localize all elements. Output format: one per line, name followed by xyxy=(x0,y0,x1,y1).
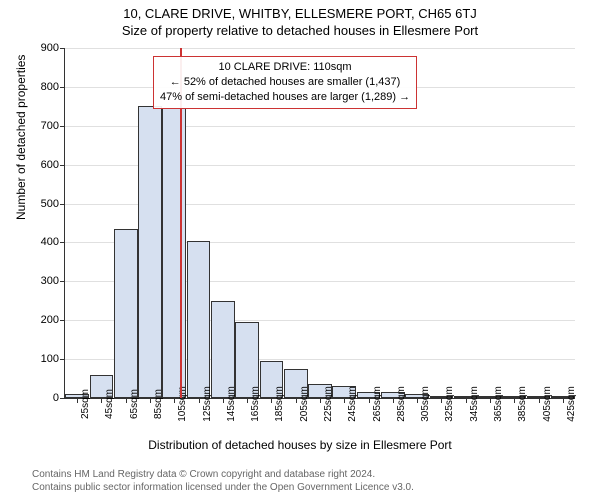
x-tick-mark xyxy=(150,398,151,403)
histogram-bar xyxy=(187,241,211,399)
y-tick-label: 600 xyxy=(41,159,59,171)
x-tick-mark xyxy=(393,398,394,403)
histogram-bar xyxy=(162,108,186,398)
x-tick-label: 385sqm xyxy=(517,386,528,422)
y-tick-label: 100 xyxy=(41,353,59,365)
y-tick-mark xyxy=(60,320,65,321)
histogram-bar xyxy=(211,301,235,398)
histogram-bar xyxy=(114,229,138,398)
y-tick-label: 400 xyxy=(41,236,59,248)
x-tick-label: 345sqm xyxy=(469,386,480,422)
x-tick-label: 305sqm xyxy=(420,386,431,422)
annotation-box: 10 CLARE DRIVE: 110sqm← 52% of detached … xyxy=(153,56,417,109)
x-tick-mark xyxy=(296,398,297,403)
title-line2: Size of property relative to detached ho… xyxy=(0,21,600,38)
chart-container: 10, CLARE DRIVE, WHITBY, ELLESMERE PORT,… xyxy=(0,0,600,500)
x-tick-mark xyxy=(126,398,127,403)
x-tick-label: 285sqm xyxy=(396,386,407,422)
histogram-bar xyxy=(138,106,162,398)
x-tick-mark xyxy=(539,398,540,403)
annotation-line1: 10 CLARE DRIVE: 110sqm xyxy=(160,60,410,75)
x-tick-mark xyxy=(344,398,345,403)
y-tick-mark xyxy=(60,242,65,243)
x-tick-mark xyxy=(563,398,564,403)
footer-attribution: Contains HM Land Registry data © Crown c… xyxy=(32,469,414,494)
annotation-line2: ← 52% of detached houses are smaller (1,… xyxy=(160,75,410,90)
annotation-line3: 47% of semi-detached houses are larger (… xyxy=(160,90,410,105)
x-tick-label: 405sqm xyxy=(542,386,553,422)
y-tick-mark xyxy=(60,204,65,205)
plot-area: 010020030040050060070080090025sqm45sqm65… xyxy=(64,48,575,399)
y-tick-mark xyxy=(60,48,65,49)
x-tick-mark xyxy=(223,398,224,403)
x-tick-mark xyxy=(271,398,272,403)
x-tick-mark xyxy=(77,398,78,403)
footer-line2: Contains public sector information licen… xyxy=(32,482,414,495)
y-tick-mark xyxy=(60,165,65,166)
x-axis-label: Distribution of detached houses by size … xyxy=(0,438,600,452)
x-tick-label: 425sqm xyxy=(566,386,577,422)
y-tick-label: 700 xyxy=(41,120,59,132)
x-tick-mark xyxy=(247,398,248,403)
gridline xyxy=(65,48,575,49)
x-tick-mark xyxy=(514,398,515,403)
x-tick-mark xyxy=(490,398,491,403)
y-tick-label: 900 xyxy=(41,42,59,54)
y-tick-mark xyxy=(60,281,65,282)
x-tick-mark xyxy=(199,398,200,403)
x-tick-mark xyxy=(441,398,442,403)
x-tick-mark xyxy=(101,398,102,403)
y-tick-label: 300 xyxy=(41,275,59,287)
y-tick-label: 200 xyxy=(41,314,59,326)
x-tick-label: 325sqm xyxy=(444,386,455,422)
x-tick-mark xyxy=(174,398,175,403)
y-tick-mark xyxy=(60,398,65,399)
x-tick-mark xyxy=(320,398,321,403)
x-tick-mark xyxy=(417,398,418,403)
title-line1: 10, CLARE DRIVE, WHITBY, ELLESMERE PORT,… xyxy=(0,0,600,21)
y-tick-mark xyxy=(60,126,65,127)
x-tick-label: 365sqm xyxy=(493,386,504,422)
footer-line1: Contains HM Land Registry data © Crown c… xyxy=(32,469,414,482)
y-tick-mark xyxy=(60,359,65,360)
y-tick-label: 500 xyxy=(41,198,59,210)
x-tick-mark xyxy=(369,398,370,403)
x-tick-mark xyxy=(466,398,467,403)
y-tick-label: 0 xyxy=(53,392,59,404)
y-tick-mark xyxy=(60,87,65,88)
y-axis-label: Number of detached properties xyxy=(14,55,28,220)
y-tick-label: 800 xyxy=(41,81,59,93)
